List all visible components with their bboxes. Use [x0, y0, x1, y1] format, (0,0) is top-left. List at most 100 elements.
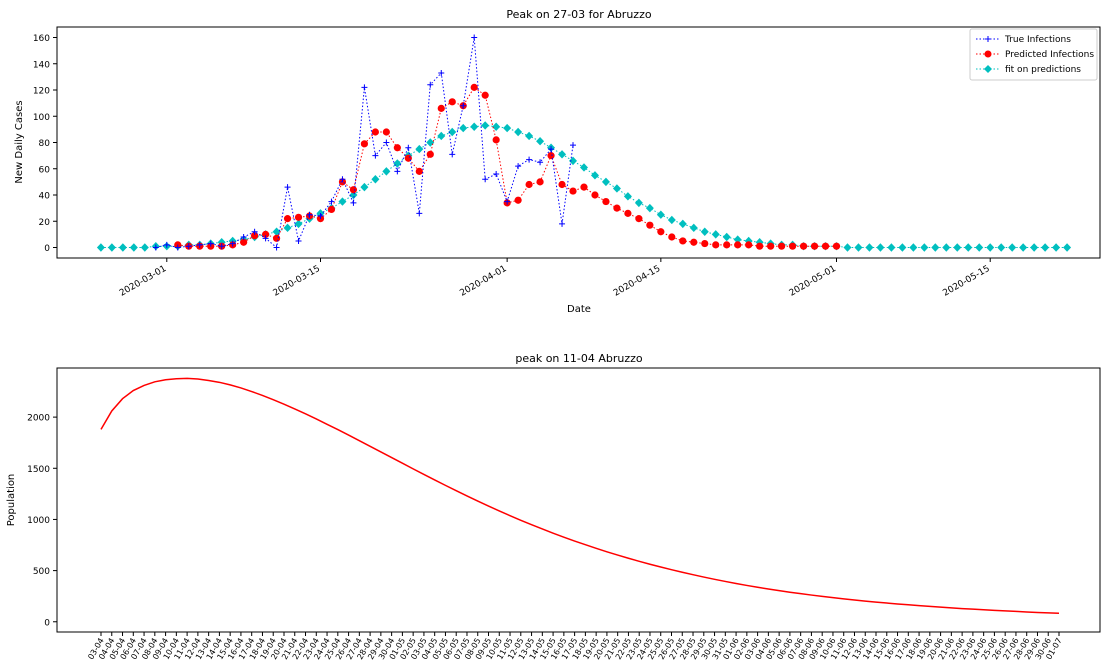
data-point [612, 184, 621, 193]
data-point [744, 236, 753, 246]
data-point [338, 197, 347, 206]
data-point [437, 104, 445, 112]
data-point [734, 241, 742, 249]
y-tick-label: 160 [33, 34, 50, 44]
data-point [493, 171, 500, 177]
data-point [426, 150, 434, 158]
data-point [623, 192, 632, 201]
y-tick-label: 1000 [27, 516, 50, 526]
data-point [448, 98, 456, 106]
data-point [590, 171, 599, 180]
legend-item-fit: fit on predictions [976, 65, 1081, 75]
data-point [306, 211, 313, 218]
data-point [174, 244, 181, 251]
data-point [504, 198, 511, 205]
data-point [339, 176, 346, 183]
data-point [460, 102, 467, 109]
data-point [262, 230, 270, 238]
data-point [964, 243, 973, 252]
data-point [295, 237, 302, 244]
data-point [229, 240, 236, 247]
data-point [570, 142, 577, 149]
data-point [942, 243, 951, 252]
data-point [272, 227, 281, 236]
x-tick-label: 2020-03-15 [272, 264, 322, 299]
x-tick-label: 2020-05-01 [788, 264, 838, 299]
data-point [251, 232, 259, 240]
data-point [459, 123, 468, 133]
data-point [931, 243, 940, 252]
data-point [262, 235, 269, 242]
data-point [558, 180, 566, 189]
data-point [526, 156, 533, 163]
data-point [679, 237, 687, 245]
y-tick-label: 60 [39, 165, 51, 175]
chart2-y-ticks: 0 500 1000 1500 2000 [27, 414, 57, 628]
data-point [701, 239, 709, 248]
data-point [482, 176, 489, 183]
series-line [177, 86, 837, 247]
data-point [349, 186, 358, 194]
data-point [602, 197, 610, 206]
data-point [481, 121, 490, 130]
data-point [1030, 243, 1039, 252]
data-point [1041, 243, 1050, 252]
data-point [537, 159, 544, 166]
data-point [690, 238, 698, 246]
legend-diamond-marker [984, 65, 992, 73]
data-point [997, 243, 1006, 252]
y-tick-label: 100 [33, 113, 50, 123]
y-tick-label: 80 [39, 139, 51, 149]
chart1-legend: True Infections Predicted Infections fit… [969, 28, 1098, 81]
data-point [471, 34, 478, 41]
data-point [821, 242, 830, 250]
data-point [361, 84, 368, 91]
data-point [448, 127, 457, 137]
data-point [284, 184, 291, 191]
data-point [492, 136, 500, 144]
data-point [569, 187, 577, 195]
data-point [360, 182, 369, 192]
data-point [415, 144, 424, 154]
chart2-y-axis-label: Population [6, 474, 17, 527]
data-point [536, 178, 544, 186]
data-point [547, 152, 555, 160]
data-point [470, 122, 479, 131]
data-point [953, 243, 962, 252]
data-point [360, 140, 369, 148]
chart2: peak on 11-04 Abruzzo 0 500 1000 1500 2000 0… [6, 352, 1101, 661]
legend-label-predicted: Predicted Infections [1005, 50, 1094, 60]
data-point [426, 138, 435, 147]
data-point [393, 159, 402, 168]
data-point [240, 234, 247, 240]
data-point [481, 91, 489, 99]
data-point [294, 219, 303, 229]
data-point [118, 243, 127, 252]
data-point [1052, 243, 1061, 252]
legend-item-predicted: Predicted Infections [976, 50, 1094, 60]
data-point [548, 146, 555, 153]
data-point [382, 128, 390, 136]
series-line [155, 37, 574, 249]
data-point [283, 215, 292, 223]
data-point [810, 242, 819, 250]
y-tick-label: 120 [33, 87, 50, 97]
chart2-series [100, 377, 1060, 615]
data-point [427, 81, 434, 88]
data-point [613, 204, 621, 212]
data-point [569, 156, 578, 166]
data-point [217, 238, 226, 247]
data-point [646, 221, 654, 229]
y-tick-label: 500 [33, 567, 50, 577]
data-point [371, 175, 380, 184]
data-point [876, 243, 885, 252]
legend-label-true: True Infections [1004, 35, 1071, 45]
chart1-y-ticks: 0 20 40 60 80 100 120 140 160 [33, 34, 57, 254]
data-point [558, 150, 567, 159]
data-point [382, 167, 391, 176]
data-point [778, 242, 786, 250]
data-point [273, 244, 280, 251]
data-point [668, 233, 676, 241]
data-point [579, 163, 588, 172]
